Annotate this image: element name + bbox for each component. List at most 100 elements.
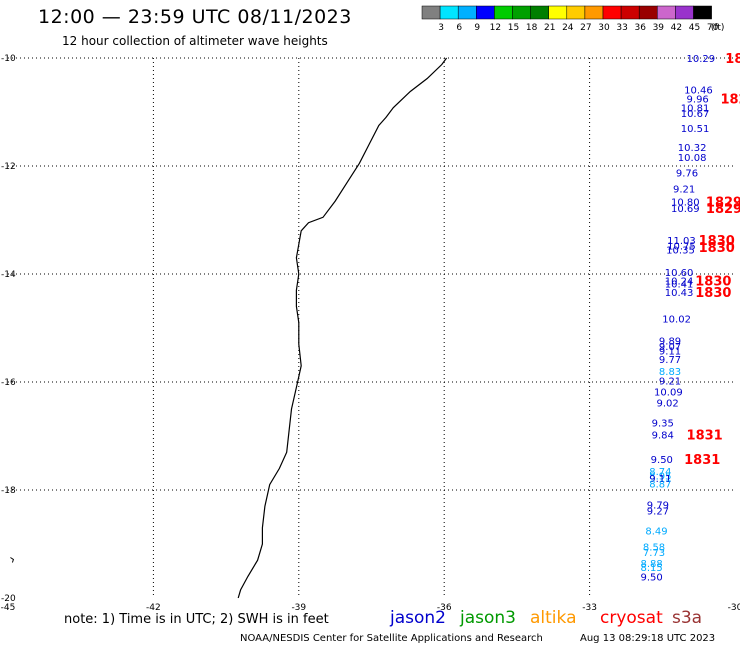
color-scale-label: 24 xyxy=(562,23,574,33)
wave-height-value: 10.75 xyxy=(667,241,696,252)
pass-time-label: 1830 xyxy=(699,234,735,249)
wave-height-value: 9.21 xyxy=(659,376,681,387)
color-scale-label: 18 xyxy=(526,23,538,33)
color-scale-swatch xyxy=(421,5,441,20)
pass-time-label: 1829 xyxy=(720,93,740,108)
wave-height-value: 10.24 xyxy=(665,276,694,287)
wave-height-value: 8.58 xyxy=(643,543,665,554)
pass-time-label: 1829 xyxy=(725,52,740,67)
wave-height-value: 9.77 xyxy=(659,355,681,366)
color-scale-label: 6 xyxy=(456,23,462,33)
wave-height-value: 10.02 xyxy=(662,314,691,325)
color-scale-swatch xyxy=(675,5,694,20)
color-scale-swatch xyxy=(620,5,640,20)
longitude-label: -39 xyxy=(291,603,306,613)
longitude-label: -42 xyxy=(146,603,161,613)
latitude-label: -12 xyxy=(1,162,16,172)
wave-height-value: 10.41 xyxy=(665,280,694,291)
wave-height-value: 10.81 xyxy=(681,104,710,115)
legend-s3a: s3a xyxy=(672,608,703,628)
color-scale-swatch xyxy=(530,5,549,20)
pass-time-label: 1830 xyxy=(695,274,731,289)
latitude-label: -18 xyxy=(1,486,16,496)
wave-height-value: 10.80 xyxy=(671,198,700,209)
color-scale-swatch xyxy=(602,5,622,20)
latitude-label: -20 xyxy=(1,594,16,604)
wave-height-value: 10.32 xyxy=(678,143,707,154)
latitude-label: -16 xyxy=(1,378,16,388)
wave-height-value: 9.89 xyxy=(659,336,681,347)
wave-height-value: 8.87 xyxy=(649,480,671,491)
wave-height-value: 9.07 xyxy=(659,342,681,353)
color-scale-label: (ft) xyxy=(711,23,725,33)
pass-time-label: 1829 xyxy=(706,202,740,217)
wave-height-value: 10.09 xyxy=(654,388,683,399)
color-scale-swatch xyxy=(476,5,495,20)
color-scale-label: 21 xyxy=(544,23,555,33)
longitude-label: -33 xyxy=(582,603,597,613)
wave-height-value: 10.29 xyxy=(687,54,716,65)
wave-height-value: 9.11 xyxy=(649,474,671,485)
wave-height-value: 9.50 xyxy=(640,572,662,583)
wave-height-value: 10.08 xyxy=(678,153,707,164)
color-scale-label: 30 xyxy=(598,23,610,33)
color-scale-swatch xyxy=(548,5,568,20)
legend-jason3: jason3 xyxy=(460,608,516,628)
wave-height-value: 10.69 xyxy=(671,204,700,215)
color-scale-swatch xyxy=(439,5,459,20)
wave-height-value: 10.60 xyxy=(665,268,694,279)
footer-note: note: 1) Time is in UTC; 2) SWH is in fe… xyxy=(64,612,329,627)
wave-height-value: 10.46 xyxy=(684,85,713,96)
longitude-label: -45 xyxy=(1,603,16,613)
color-scale-label: 39 xyxy=(653,23,665,33)
map-axes: -10 -12 -14 -16 -18 -20-45 -42 -39 -36 -33 -30 xyxy=(1,54,740,613)
color-scale-swatch xyxy=(566,5,586,20)
pass-time-label: 1830 xyxy=(699,241,735,256)
wave-height-value: 8.15 xyxy=(640,563,662,574)
footer-credit: NOAA/NESDIS Center for Satellite Applica… xyxy=(240,633,543,644)
wave-height-value: 9.21 xyxy=(673,185,695,196)
wave-height-value: 9.02 xyxy=(656,399,678,410)
wave-height-value: 7.73 xyxy=(643,548,665,559)
color-scale-label: 33 xyxy=(616,23,627,33)
page-subtitle: 12 hour collection of altimeter wave hei… xyxy=(62,34,328,48)
page-title: 12:00 — 23:59 UTC 08/11/2023 xyxy=(38,6,352,28)
legend-altika: altika xyxy=(530,608,577,628)
wave-height-value: 9.50 xyxy=(651,455,673,466)
wave-height-value: 11.03 xyxy=(667,236,696,247)
legend-cryosat: cryosat xyxy=(600,608,663,628)
color-scale-label: 45 xyxy=(689,23,700,33)
wave-height-value: 8.83 xyxy=(659,367,681,378)
footer-timestamp: Aug 13 08:29:18 UTC 2023 xyxy=(580,633,716,644)
wave-height-value: 8.88 xyxy=(640,559,662,570)
color-scale-label: 42 xyxy=(671,23,682,33)
color-scale-label: 9 xyxy=(474,23,480,33)
color-scale-bar: 3 6 9 12 15 18 21 24 27 30 33 36 39 42 45 70(ft) xyxy=(421,5,725,33)
wave-height-value: 8.49 xyxy=(645,527,667,538)
color-scale-label: 15 xyxy=(508,23,519,33)
wave-height-value: 9.35 xyxy=(652,419,674,430)
color-scale-label: 12 xyxy=(490,23,501,33)
color-scale-swatch xyxy=(657,5,676,20)
pass-time-label: 1830 xyxy=(695,286,731,301)
color-scale-label: 3 xyxy=(438,23,444,33)
color-scale-swatch xyxy=(457,5,477,20)
wave-height-value: 9.11 xyxy=(659,347,681,358)
wave-height-value: 10.35 xyxy=(666,246,695,257)
color-scale-swatch xyxy=(584,5,604,20)
pass-time-label: 1831 xyxy=(687,428,723,443)
pass-time-label: 1829 xyxy=(706,196,740,211)
coast-island xyxy=(10,557,15,563)
wave-height-value: 9.96 xyxy=(687,95,709,106)
brazil-coastline xyxy=(237,57,448,599)
wave-height-value: 10.67 xyxy=(681,109,710,120)
wave-height-value: 9.79 xyxy=(647,501,669,512)
latitude-label: -10 xyxy=(1,54,16,64)
wave-height-value: 8.74 xyxy=(649,467,671,478)
wave-height-value: 10.51 xyxy=(681,124,710,135)
wave-height-value: 8.95 xyxy=(649,471,671,482)
wave-height-value: 10.43 xyxy=(665,288,694,299)
